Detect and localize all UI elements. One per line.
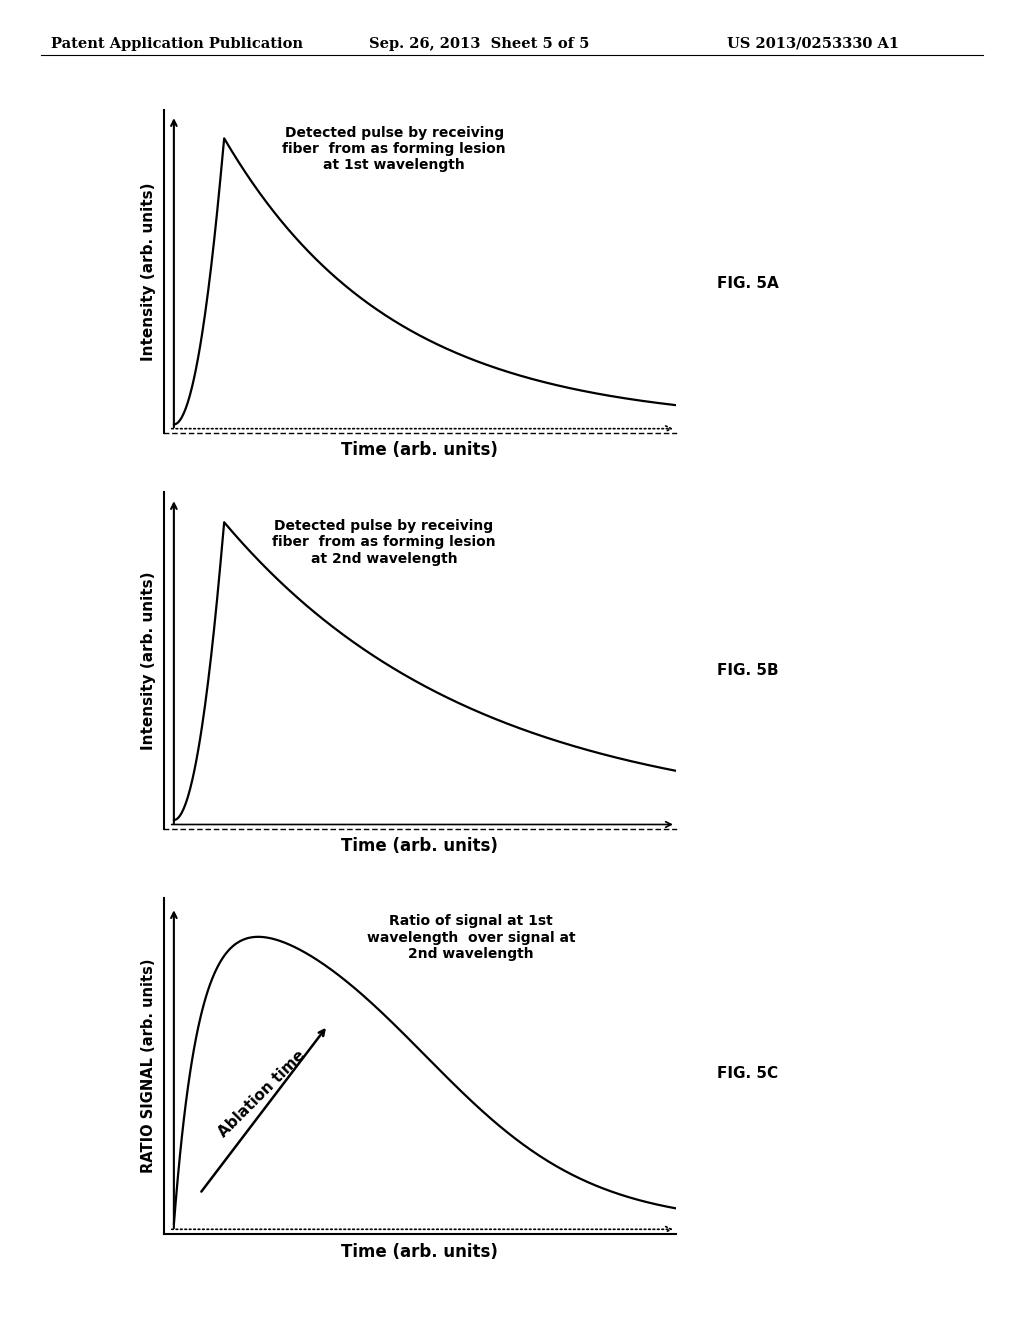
Text: Ablation time: Ablation time (215, 1047, 307, 1140)
Text: FIG. 5A: FIG. 5A (717, 276, 778, 292)
Text: Ratio of signal at 1st
wavelength  over signal at
2nd wavelength: Ratio of signal at 1st wavelength over s… (367, 915, 575, 961)
X-axis label: Time (arb. units): Time (arb. units) (341, 441, 499, 459)
Text: Detected pulse by receiving
fiber  from as forming lesion
at 1st wavelength: Detected pulse by receiving fiber from a… (283, 125, 506, 172)
X-axis label: Time (arb. units): Time (arb. units) (341, 1242, 499, 1261)
Text: Detected pulse by receiving
fiber  from as forming lesion
at 2nd wavelength: Detected pulse by receiving fiber from a… (272, 519, 496, 566)
Text: US 2013/0253330 A1: US 2013/0253330 A1 (727, 37, 899, 51)
Y-axis label: RATIO SIGNAL (arb. units): RATIO SIGNAL (arb. units) (140, 958, 156, 1173)
Text: Patent Application Publication: Patent Application Publication (51, 37, 303, 51)
Text: FIG. 5C: FIG. 5C (717, 1065, 778, 1081)
X-axis label: Time (arb. units): Time (arb. units) (341, 837, 499, 855)
Y-axis label: Intensity (arb. units): Intensity (arb. units) (140, 572, 156, 750)
Text: Sep. 26, 2013  Sheet 5 of 5: Sep. 26, 2013 Sheet 5 of 5 (369, 37, 589, 51)
Y-axis label: Intensity (arb. units): Intensity (arb. units) (140, 182, 156, 360)
Text: FIG. 5B: FIG. 5B (717, 663, 778, 678)
